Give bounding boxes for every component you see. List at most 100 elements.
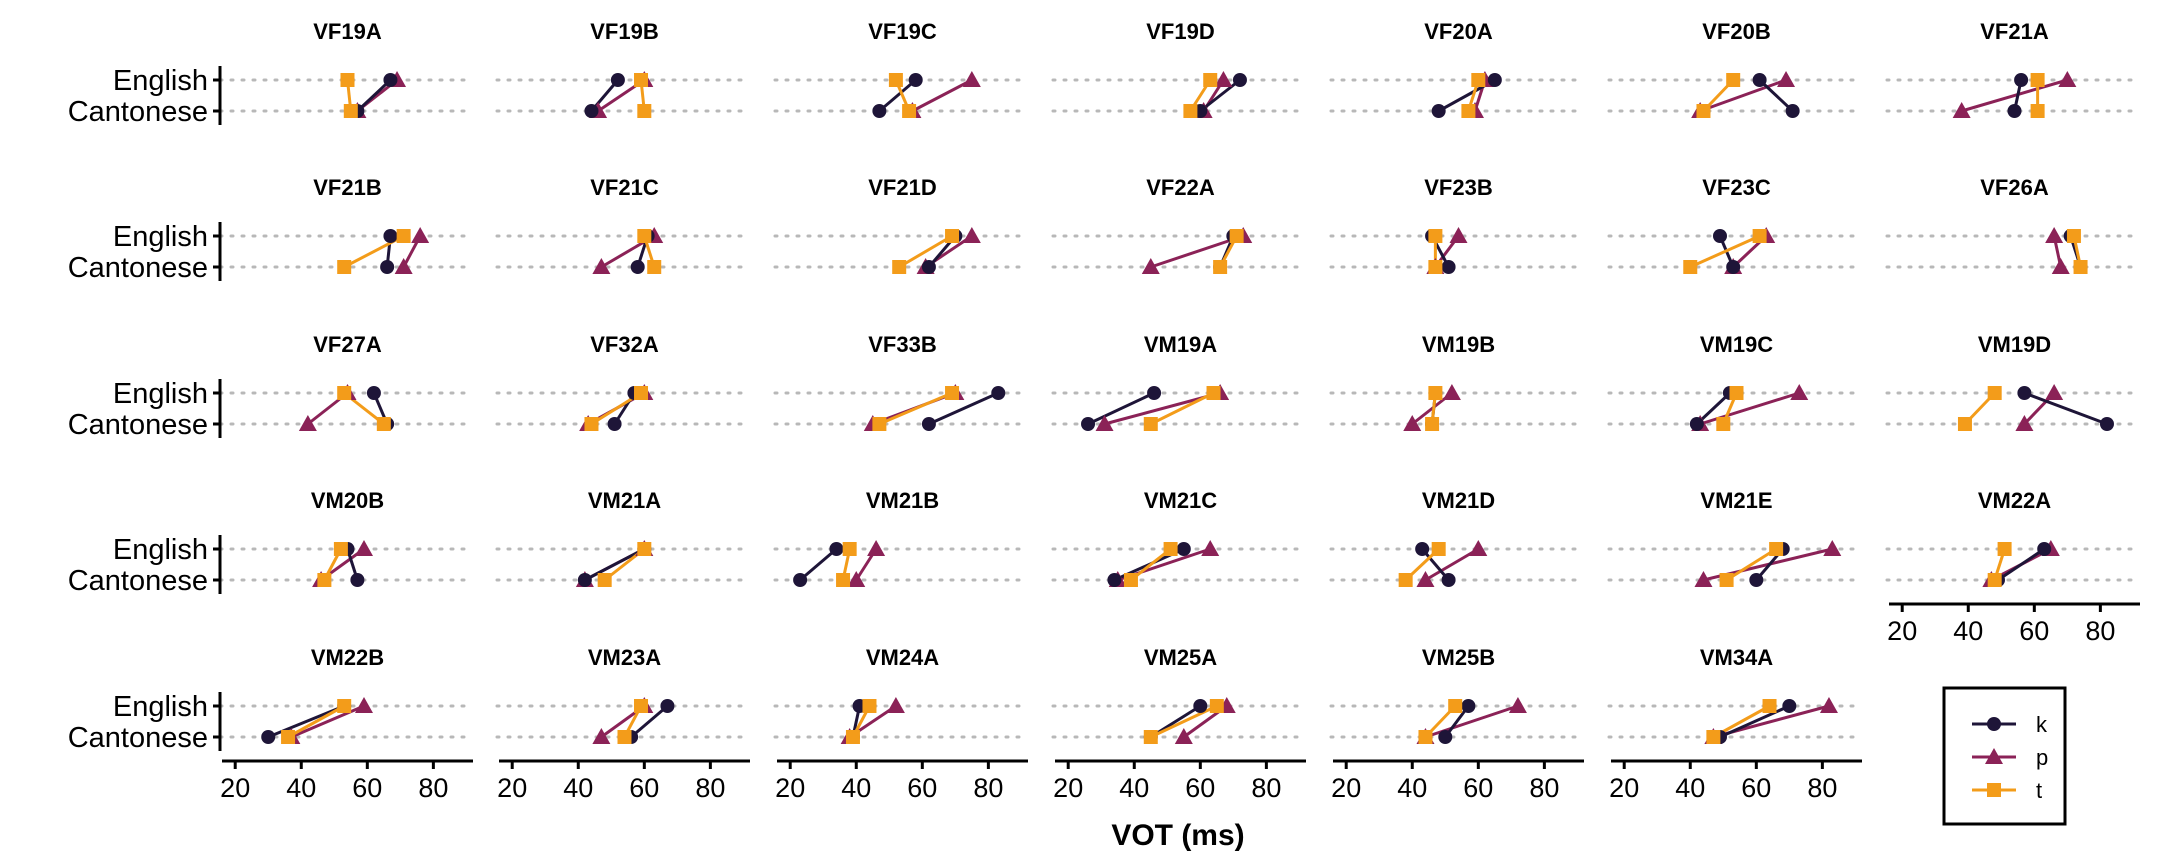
point-t-english [337, 699, 352, 713]
point-t-cantonese [1213, 260, 1228, 274]
point-t-cantonese [1719, 573, 1734, 587]
legend-marker-k [1987, 717, 2001, 731]
panel-title: VM21C [1144, 488, 1217, 513]
panel-title: VF19C [868, 19, 937, 44]
point-k-cantonese [1107, 573, 1122, 587]
x-tick-label: 60 [352, 773, 382, 803]
series-line-k [1087, 391, 1155, 426]
point-t-cantonese [584, 417, 599, 431]
series-line-k [1199, 78, 1241, 113]
panel-title: VF19B [590, 19, 658, 44]
point-t-english [1163, 542, 1178, 556]
panel-title: VM21E [1700, 488, 1772, 513]
series-line-k [799, 547, 838, 582]
point-p-english [1449, 227, 1468, 243]
point-t-english [1987, 386, 2002, 400]
point-p-cantonese [1694, 571, 1713, 587]
panel-title: VM25A [1144, 645, 1217, 670]
point-t-english [888, 73, 903, 87]
x-tick-label: 60 [2019, 616, 2049, 646]
x-tick-label: 40 [563, 773, 593, 803]
x-tick-label: 80 [973, 773, 1003, 803]
panel-title: VM22B [311, 645, 384, 670]
panel-title: VF27A [313, 332, 382, 357]
point-p-english [355, 540, 374, 556]
x-axis-title: VOT (ms) [1111, 819, 1244, 852]
point-t-english [1428, 386, 1443, 400]
point-k-english [991, 386, 1006, 400]
point-k-cantonese [261, 730, 276, 744]
panel-title: VM23A [588, 645, 661, 670]
point-t-cantonese [1428, 260, 1443, 274]
point-t-cantonese [892, 260, 907, 274]
y-tick-label: Cantonese [68, 252, 208, 284]
point-t-cantonese [376, 417, 391, 431]
point-t-english [862, 699, 877, 713]
y-tick-label: English [113, 221, 208, 253]
point-t-english [637, 542, 652, 556]
legend-label: p [2036, 745, 2048, 770]
point-k-english [1782, 699, 1797, 713]
x-tick-label: 80 [2085, 616, 2115, 646]
panel-title: VF19D [1146, 19, 1214, 44]
point-k-english [1712, 229, 1727, 243]
point-k-english [660, 699, 675, 713]
y-tick-label: English [113, 691, 208, 723]
point-k-cantonese [1726, 260, 1741, 274]
point-k-cantonese [630, 260, 645, 274]
panel-title: VM19B [1422, 332, 1495, 357]
panel-title: VF20A [1424, 19, 1493, 44]
point-t-cantonese [845, 730, 860, 744]
point-k-cantonese [1785, 104, 1800, 118]
panel-title: VF21D [868, 175, 936, 200]
point-t-english [333, 542, 348, 556]
panel-title: VF19A [313, 19, 382, 44]
series-line-p [1961, 78, 2068, 113]
x-tick-label: 20 [775, 773, 805, 803]
point-k-cantonese [1431, 104, 1446, 118]
point-p-english [1214, 71, 1233, 87]
point-k-english [1487, 73, 1502, 87]
point-p-cantonese [592, 258, 611, 274]
point-k-cantonese [1441, 260, 1456, 274]
point-t-cantonese [1716, 417, 1731, 431]
point-p-cantonese [592, 728, 611, 744]
point-t-english [637, 229, 652, 243]
point-p-english [355, 697, 374, 713]
point-k-cantonese [872, 104, 887, 118]
point-k-english [610, 73, 625, 87]
panel-title: VF26A [1980, 175, 2049, 200]
point-t-cantonese [1706, 730, 1721, 744]
point-t-english [1448, 699, 1463, 713]
point-t-cantonese [1418, 730, 1433, 744]
series-line-k [928, 391, 999, 426]
panel-title: VF23B [1424, 175, 1492, 200]
point-k-cantonese [607, 417, 622, 431]
panel-title: VF21B [313, 175, 381, 200]
x-tick-label: 80 [418, 773, 448, 803]
point-t-english [1729, 386, 1744, 400]
point-t-english [1203, 73, 1218, 87]
point-t-english [2066, 229, 2081, 243]
y-tick-label: Cantonese [68, 409, 208, 441]
series-line-t [1150, 391, 1215, 426]
series-line-k [1997, 547, 2046, 582]
point-t-cantonese [1123, 573, 1138, 587]
point-t-english [1229, 229, 1244, 243]
series-line-t [878, 391, 953, 426]
point-t-english [1726, 73, 1741, 87]
point-k-cantonese [921, 417, 936, 431]
point-p-english [1819, 697, 1838, 713]
point-k-english [1461, 699, 1476, 713]
series-line-p [290, 704, 365, 739]
series-line-k [1758, 78, 1794, 113]
series-line-t [1150, 704, 1218, 739]
point-k-english [1147, 386, 1162, 400]
point-p-english [1442, 384, 1461, 400]
point-t-english [634, 73, 649, 87]
point-p-cantonese [298, 415, 317, 431]
point-t-english [634, 699, 649, 713]
point-t-cantonese [597, 573, 612, 587]
panel-title: VF21A [1980, 19, 2049, 44]
panel-title: VM24A [866, 645, 939, 670]
